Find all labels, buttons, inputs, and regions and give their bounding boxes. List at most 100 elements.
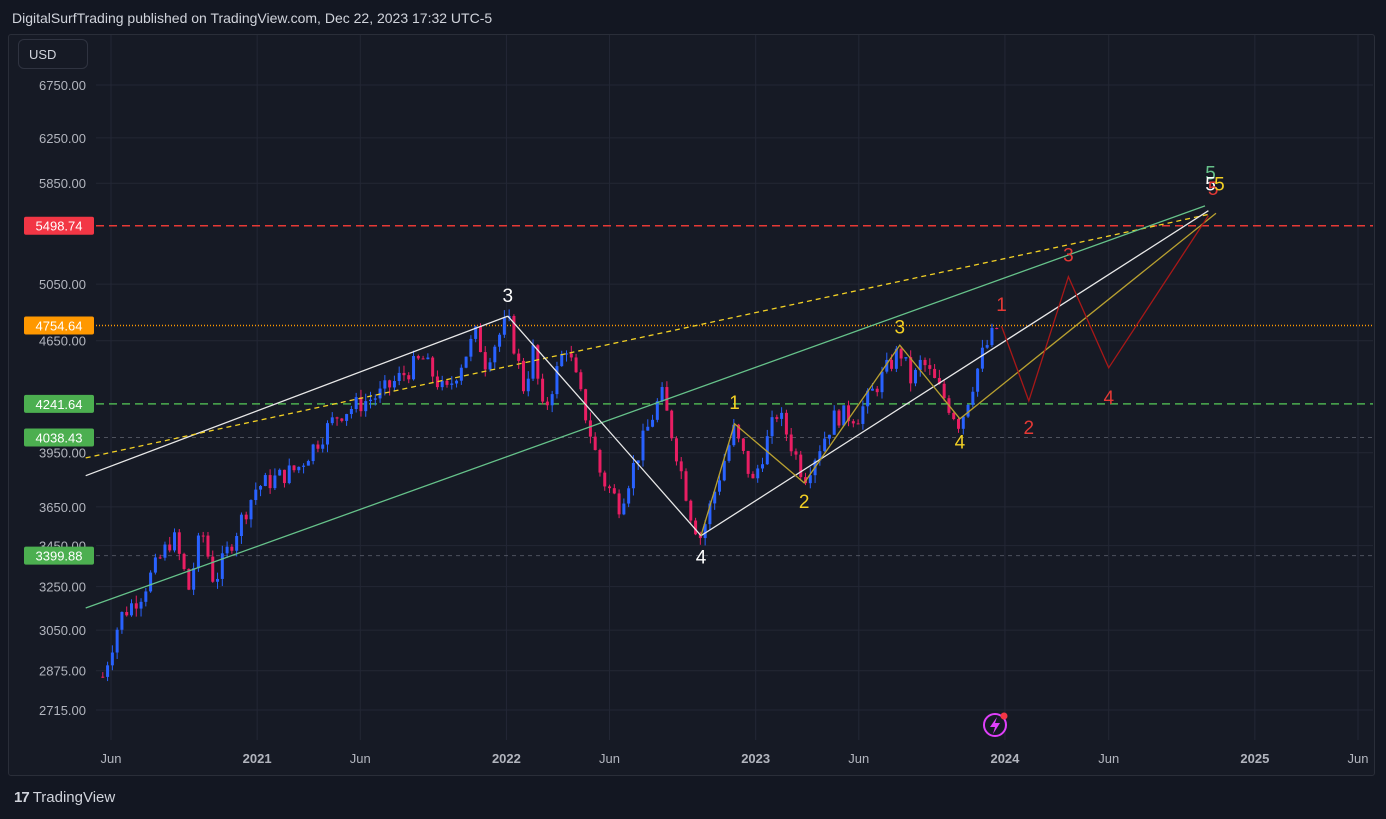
candle-body: [847, 405, 851, 422]
candle-body: [144, 591, 148, 602]
candle-body: [517, 353, 521, 361]
candle-body: [201, 535, 205, 537]
price-tag: [24, 546, 94, 565]
candle-body: [158, 557, 162, 559]
candle-body: [890, 359, 894, 369]
x-tick-label: Jun: [101, 751, 122, 766]
candle-body: [469, 338, 473, 357]
candle-body: [168, 544, 172, 551]
olive-wave-path[interactable]: [700, 212, 1217, 536]
candle-body: [177, 532, 181, 554]
wave-label: 5: [1205, 164, 1216, 185]
candle-body: [139, 601, 143, 609]
candle-body: [641, 430, 645, 461]
candle-body: [894, 348, 898, 369]
candle-body: [388, 380, 392, 388]
candle-body: [832, 410, 836, 435]
red-projection-path[interactable]: [1000, 215, 1209, 403]
candle-body: [608, 486, 612, 489]
currency-button[interactable]: USD: [18, 39, 88, 69]
price-tag-label: 4241.64: [36, 397, 83, 412]
candle-body: [325, 423, 329, 445]
candle-body: [684, 471, 688, 501]
candle-body: [746, 450, 750, 474]
candle-body: [703, 524, 707, 539]
wave-label: 5: [1214, 174, 1225, 195]
candle-body: [956, 419, 960, 429]
candle-body: [593, 436, 597, 451]
candle-body: [311, 444, 315, 462]
candle-body: [689, 500, 693, 521]
candle-body: [588, 420, 592, 437]
candle-body: [694, 520, 698, 535]
grid: [96, 35, 1373, 740]
candle-body: [125, 612, 129, 616]
candle-body: [933, 368, 937, 378]
candle-body: [426, 357, 430, 360]
x-tick-label: 2024: [990, 751, 1020, 766]
candle-body: [899, 348, 903, 359]
x-tick-label: 2025: [1240, 751, 1269, 766]
candle-body: [631, 462, 635, 489]
candle-body: [651, 419, 655, 427]
candle-body: [354, 397, 358, 410]
candle-body: [187, 568, 191, 590]
candle-body: [182, 553, 186, 569]
candle-body: [416, 356, 420, 359]
chart-panel[interactable]: [8, 34, 1375, 776]
tradingview-footer[interactable]: 17 TradingView: [14, 789, 115, 806]
lightning-alert-icon[interactable]: [983, 712, 1008, 737]
candle-body: [478, 326, 482, 353]
candle-body: [660, 387, 664, 402]
tradingview-logo-icon: 17: [14, 789, 30, 806]
y-tick-label: 3050.00: [39, 623, 86, 638]
price-tag-label: 5498.74: [36, 219, 83, 234]
candle-body: [153, 557, 157, 573]
candle-body: [115, 629, 119, 653]
white-wave-path[interactable]: [507, 210, 1209, 537]
candle-body: [268, 475, 272, 489]
candle-body: [770, 417, 774, 437]
candle-body: [450, 383, 454, 385]
candle-body: [560, 353, 564, 367]
candle-body: [345, 414, 349, 421]
publish-info: DigitalSurfTrading published on TradingV…: [12, 10, 493, 26]
candle-body: [627, 488, 631, 504]
candle-body: [244, 514, 248, 520]
candle-body: [737, 424, 741, 439]
candle-body: [727, 445, 731, 461]
candle-body: [856, 423, 860, 425]
candle-body: [942, 383, 946, 399]
candle-body: [851, 421, 855, 424]
candle-body: [976, 368, 980, 392]
candle-body: [488, 362, 492, 370]
x-tick-label: Jun: [1098, 751, 1119, 766]
candle-body: [316, 444, 320, 449]
candle-body: [235, 536, 239, 551]
yellow-dashed-channel[interactable]: [85, 213, 1209, 459]
candles: [101, 309, 999, 682]
price-tag-label: 4754.64: [36, 318, 83, 333]
candle-body: [173, 532, 177, 551]
y-tick-label: 6750.00: [39, 78, 86, 93]
green-lower-channel[interactable]: [85, 205, 1206, 609]
candle-body: [483, 352, 487, 370]
candle-body: [464, 356, 468, 368]
wave-label: 2: [799, 492, 810, 513]
candle-body: [110, 652, 114, 666]
candle-body: [717, 480, 721, 492]
candle-body: [674, 438, 678, 462]
candle-body: [521, 360, 525, 392]
candle-body: [440, 380, 444, 388]
candle-body: [435, 376, 439, 388]
white-upper-channel[interactable]: [85, 315, 509, 477]
candle-body: [918, 359, 922, 370]
lightning-icon-ring: [983, 713, 1007, 737]
candle-body: [928, 365, 932, 369]
candle-body: [971, 391, 975, 405]
candle-body: [713, 491, 717, 504]
candle-body: [364, 401, 368, 412]
alert-dot: [1000, 712, 1008, 720]
candle-body: [493, 346, 497, 363]
